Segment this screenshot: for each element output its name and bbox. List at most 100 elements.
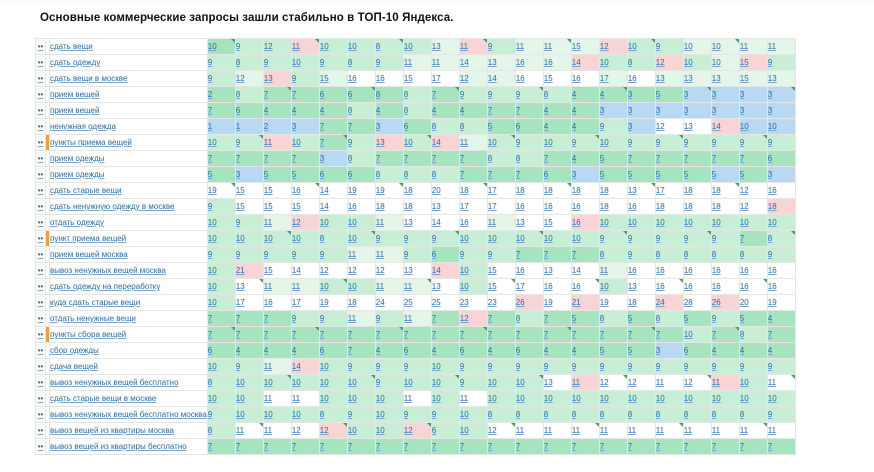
- position-cell[interactable]: 8: [346, 150, 376, 167]
- position-cell[interactable]: 4: [290, 102, 320, 119]
- position-cell[interactable]: 9: [234, 38, 264, 55]
- position-cell[interactable]: 16: [514, 70, 544, 87]
- position-cell[interactable]: 8: [710, 406, 740, 423]
- position-cell[interactable]: 3: [766, 166, 796, 183]
- position-cell[interactable]: 7: [542, 326, 572, 343]
- position-cell[interactable]: 1: [206, 118, 236, 135]
- position-cell[interactable]: 5: [626, 166, 656, 183]
- position-cell[interactable]: 14: [430, 262, 460, 279]
- position-cell[interactable]: 11: [262, 134, 292, 151]
- position-cell[interactable]: 10: [626, 390, 656, 407]
- position-cell[interactable]: 7: [430, 310, 460, 327]
- position-cell[interactable]: 9: [766, 246, 796, 263]
- position-cell[interactable]: 12: [374, 262, 404, 279]
- position-cell[interactable]: 11: [654, 374, 684, 391]
- position-cell[interactable]: 7: [710, 438, 740, 455]
- row-drag-handle-icon[interactable]: ••: [35, 166, 46, 183]
- position-cell[interactable]: 15: [486, 278, 516, 295]
- position-cell[interactable]: 11: [430, 54, 460, 71]
- position-cell[interactable]: 10: [682, 326, 712, 343]
- position-cell[interactable]: 13: [262, 70, 292, 87]
- position-cell[interactable]: 9: [738, 358, 768, 375]
- position-cell[interactable]: 11: [346, 310, 376, 327]
- position-cell[interactable]: 11: [710, 422, 740, 439]
- position-cell[interactable]: 7: [598, 438, 628, 455]
- position-cell[interactable]: 20: [738, 294, 768, 311]
- position-cell[interactable]: 12: [262, 38, 292, 55]
- position-cell[interactable]: 9: [598, 358, 628, 375]
- position-cell[interactable]: 4: [262, 342, 292, 359]
- position-cell[interactable]: 10: [206, 294, 236, 311]
- position-cell[interactable]: 14: [710, 118, 740, 135]
- position-cell[interactable]: 7: [570, 246, 600, 263]
- position-cell[interactable]: 10: [738, 390, 768, 407]
- position-cell[interactable]: 9: [374, 310, 404, 327]
- row-drag-handle-icon[interactable]: ••: [35, 198, 46, 215]
- position-cell[interactable]: 6: [318, 166, 348, 183]
- position-cell[interactable]: 9: [458, 374, 488, 391]
- position-cell[interactable]: 9: [262, 54, 292, 71]
- position-cell[interactable]: 4: [570, 118, 600, 135]
- position-cell[interactable]: 16: [458, 214, 488, 231]
- position-cell[interactable]: 11: [570, 374, 600, 391]
- position-cell[interactable]: 2: [262, 118, 292, 135]
- position-cell[interactable]: 7: [710, 150, 740, 167]
- row-drag-handle-icon[interactable]: ••: [35, 390, 46, 407]
- position-cell[interactable]: 15: [486, 262, 516, 279]
- position-cell[interactable]: 9: [290, 310, 320, 327]
- position-cell[interactable]: 3: [710, 86, 740, 103]
- position-cell[interactable]: 3: [738, 86, 768, 103]
- position-cell[interactable]: 10: [374, 390, 404, 407]
- position-cell[interactable]: 26: [710, 294, 740, 311]
- position-cell[interactable]: 10: [318, 390, 348, 407]
- position-cell[interactable]: 10: [598, 54, 628, 71]
- position-cell[interactable]: 9: [598, 118, 628, 135]
- position-cell[interactable]: 7: [290, 150, 320, 167]
- position-cell[interactable]: 9: [654, 358, 684, 375]
- position-cell[interactable]: 11: [402, 310, 432, 327]
- position-cell[interactable]: 8: [738, 406, 768, 423]
- position-cell[interactable]: 8: [710, 246, 740, 263]
- row-drag-handle-icon[interactable]: ••: [35, 278, 46, 295]
- position-cell[interactable]: 18: [346, 294, 376, 311]
- position-cell[interactable]: 7: [514, 326, 544, 343]
- position-cell[interactable]: 3: [234, 166, 264, 183]
- position-cell[interactable]: 24: [654, 294, 684, 311]
- position-cell[interactable]: 7: [430, 326, 460, 343]
- position-cell[interactable]: 10: [486, 230, 516, 247]
- position-cell[interactable]: 7: [542, 246, 572, 263]
- position-cell[interactable]: 16: [682, 278, 712, 295]
- position-cell[interactable]: 7: [234, 310, 264, 327]
- position-cell[interactable]: 16: [542, 278, 572, 295]
- position-cell[interactable]: 11: [374, 246, 404, 263]
- position-cell[interactable]: 4: [570, 150, 600, 167]
- position-cell[interactable]: 8: [626, 54, 656, 71]
- position-cell[interactable]: 7: [486, 326, 516, 343]
- position-cell[interactable]: 7: [486, 166, 516, 183]
- position-cell[interactable]: 7: [626, 326, 656, 343]
- position-cell[interactable]: 19: [542, 294, 572, 311]
- position-cell[interactable]: 10: [430, 390, 460, 407]
- position-cell[interactable]: 7: [710, 326, 740, 343]
- position-cell[interactable]: 9: [486, 358, 516, 375]
- position-cell[interactable]: 10: [290, 230, 320, 247]
- position-cell[interactable]: 7: [402, 326, 432, 343]
- position-cell[interactable]: 16: [626, 262, 656, 279]
- position-cell[interactable]: 10: [682, 54, 712, 71]
- row-drag-handle-icon[interactable]: ••: [35, 406, 46, 423]
- position-cell[interactable]: 14: [458, 54, 488, 71]
- position-cell[interactable]: 9: [234, 358, 264, 375]
- position-cell[interactable]: 18: [682, 182, 712, 199]
- position-cell[interactable]: 10: [626, 38, 656, 55]
- position-cell[interactable]: 10: [542, 390, 572, 407]
- position-cell[interactable]: 18: [626, 294, 656, 311]
- position-cell[interactable]: 11: [262, 358, 292, 375]
- position-cell[interactable]: 9: [710, 134, 740, 151]
- position-cell[interactable]: 4: [710, 342, 740, 359]
- position-cell[interactable]: 12: [738, 182, 768, 199]
- position-cell[interactable]: 7: [206, 102, 236, 119]
- position-cell[interactable]: 10: [766, 118, 796, 135]
- position-cell[interactable]: 10: [402, 374, 432, 391]
- position-cell[interactable]: 7: [654, 150, 684, 167]
- position-cell[interactable]: 10: [458, 406, 488, 423]
